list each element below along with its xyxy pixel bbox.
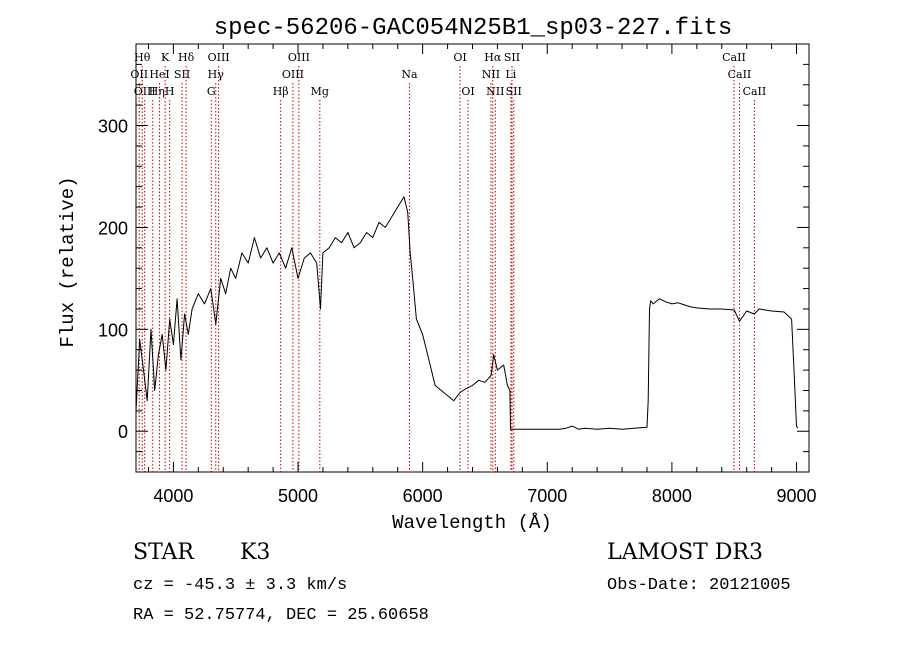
plot-frame [135, 43, 810, 473]
x-tick-label: 6000 [403, 486, 443, 506]
x-tick-label: 9000 [777, 486, 817, 506]
observation-date: Obs-Date: 20121005 [607, 576, 791, 595]
object-subclass: K3 [240, 540, 270, 565]
object-class: STAR [133, 540, 195, 565]
spectrum-line [135, 196, 799, 430]
survey-name: LAMOST DR3 [607, 540, 763, 565]
y-tick-label: 300 [98, 117, 128, 137]
line-marker-label: HeI [149, 68, 169, 81]
line-marker-label: Hδ [178, 51, 195, 64]
line-marker-label: NII [486, 85, 504, 98]
x-tick-label: 4000 [153, 486, 193, 506]
line-marker-label: OIII [282, 68, 304, 81]
line-marker-label: SII [506, 85, 522, 98]
line-marker-label: OI [461, 85, 474, 98]
line-marker-label: Mg [311, 85, 329, 98]
line-marker-label: NII [482, 68, 500, 81]
x-axis-ticks: 4000 5000 6000 7000 8000 9000 [147, 44, 817, 506]
y-axis-ticks: 0 100 200 300 [98, 43, 809, 473]
x-tick-label: 7000 [527, 486, 567, 506]
coordinates-info: RA = 52.75774, DEC = 25.60658 [133, 606, 429, 625]
line-marker-label: OIII [134, 85, 156, 98]
line-marker-label: CaII [728, 68, 752, 81]
line-marker-label: OI [453, 51, 466, 64]
line-marker-label: Li [505, 68, 516, 81]
redshift-info: cz = -45.3 ± 3.3 km/s [133, 576, 347, 595]
line-marker-label: OIII [288, 51, 310, 64]
line-marker-label: CaII [722, 51, 746, 64]
line-marker-label: SII [504, 51, 520, 64]
line-marker-label: Hη [149, 85, 165, 98]
line-marker-label: H [165, 85, 175, 98]
y-tick-label: 0 [118, 422, 128, 442]
line-marker-label: Hβ [273, 85, 289, 98]
line-marker-label: G [207, 85, 216, 98]
x-axis-label: Wavelength (Å) [392, 512, 552, 534]
chart-title: spec-56206-GAC054N25B1_sp03-227.fits [214, 15, 732, 42]
y-axis-label: Flux (relative) [57, 176, 79, 347]
y-tick-label: 200 [98, 218, 128, 238]
line-marker-label: K [161, 51, 170, 64]
x-tick-label: 8000 [652, 486, 692, 506]
spectral-line-markers [138, 66, 755, 472]
line-marker-label: Na [401, 68, 418, 81]
y-tick-label: 100 [98, 320, 128, 340]
spectral-line-labels: OIIHθOIIIHηHeIKHSIIHδGHγOIIIHβOIIIOIIIMg… [130, 51, 766, 98]
line-marker-label: CaII [743, 85, 767, 98]
line-marker-label: OII [130, 68, 148, 81]
line-marker-label: Hα [484, 51, 502, 64]
x-tick-label: 5000 [278, 486, 318, 506]
line-marker-label: Hθ [134, 51, 151, 64]
line-marker-label: OIII [208, 51, 230, 64]
line-marker-label: SII [174, 68, 190, 81]
line-marker-label: Hγ [208, 68, 225, 81]
